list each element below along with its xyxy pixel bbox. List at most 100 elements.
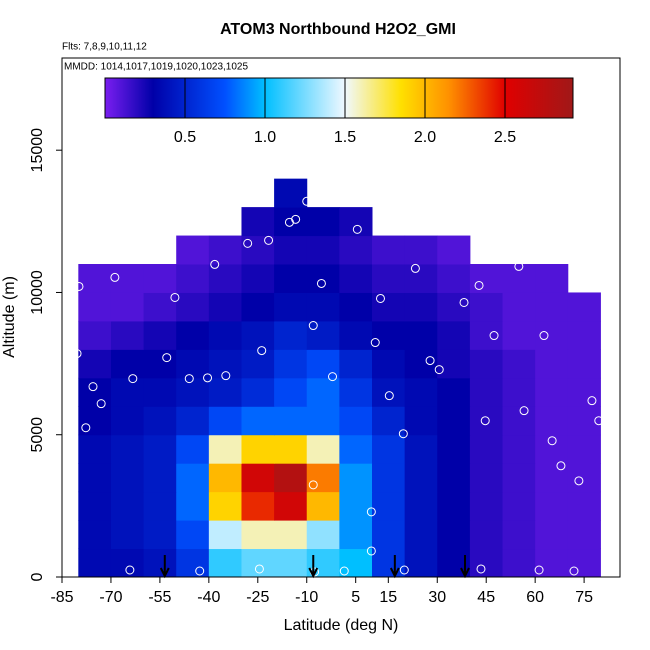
heat-cell	[78, 548, 112, 578]
heat-cell	[404, 292, 438, 322]
observation-point	[81, 423, 91, 433]
observation-point	[210, 259, 220, 269]
chart-title: ATOM3 Northbound H2O2_GMI	[220, 21, 456, 38]
heat-cell	[535, 264, 569, 293]
y-tick-label: 15000	[29, 128, 46, 173]
heat-cell	[143, 320, 177, 350]
heat-cell	[176, 463, 210, 493]
heat-cell	[469, 292, 504, 322]
heat-cell	[502, 406, 536, 436]
heat-cell	[241, 235, 275, 265]
heat-cell	[306, 463, 340, 493]
heat-cell	[110, 377, 145, 407]
observation-point	[328, 372, 338, 382]
heat-cell	[502, 377, 536, 407]
observation-point	[162, 353, 172, 363]
heat-cell	[502, 349, 536, 379]
observation-point	[574, 476, 584, 486]
heat-cell	[567, 320, 601, 350]
observation-point	[384, 391, 394, 401]
heat-cell	[339, 406, 373, 436]
heat-cell	[437, 320, 471, 350]
heat-cell	[502, 292, 536, 322]
colorbar-tick-label: 0.5	[174, 129, 196, 146]
heat-cell	[339, 349, 373, 379]
heat-cell	[208, 377, 242, 407]
observation-point	[170, 292, 180, 302]
observation-point	[110, 272, 120, 282]
observation-point	[457, 223, 467, 233]
heat-cell	[372, 235, 406, 265]
observation-point	[308, 321, 318, 331]
y-tick-label: 0	[29, 572, 46, 581]
heat-cell	[143, 406, 177, 436]
heat-cell	[502, 264, 536, 293]
observation-point	[366, 507, 376, 517]
heat-cell	[78, 377, 112, 407]
heat-cell	[469, 463, 504, 493]
heat-cell	[437, 434, 471, 464]
heat-cell	[502, 520, 536, 550]
observation-point	[308, 480, 318, 490]
x-tick-label: -70	[99, 589, 122, 606]
observation-point	[243, 238, 253, 248]
heat-cell	[110, 292, 145, 322]
heat-cell	[372, 349, 406, 379]
observation-point	[370, 338, 380, 348]
x-axis-label: Latitude (deg N)	[284, 617, 399, 634]
heat-cell	[241, 349, 275, 379]
heat-cell	[339, 320, 373, 350]
heat-cell	[176, 235, 210, 265]
heat-cell	[110, 434, 145, 464]
heat-cell	[241, 292, 275, 322]
subtitle: Flts: 7,8,9,10,11,12	[62, 42, 147, 53]
heat-cell	[372, 320, 406, 350]
heat-cell	[339, 235, 373, 265]
x-tick-label: 45	[477, 589, 495, 606]
heat-cell	[241, 520, 275, 550]
heat-cell	[78, 520, 112, 550]
flight-arrow	[308, 555, 319, 579]
colorbar-tick-label: 1.0	[254, 129, 276, 146]
heat-cell	[274, 320, 308, 350]
heat-cell	[176, 520, 210, 550]
heat-cell	[372, 406, 406, 436]
heat-cell	[404, 264, 438, 293]
heat-cell	[339, 377, 373, 407]
heat-cell	[78, 320, 112, 350]
heat-cell	[274, 463, 308, 493]
observation-point	[195, 566, 205, 576]
heat-cell	[208, 548, 242, 578]
heat-cell	[274, 377, 308, 407]
heat-cell	[176, 548, 210, 578]
heat-cell	[143, 491, 177, 521]
observation-point	[509, 235, 519, 245]
heat-cell	[274, 520, 308, 550]
heat-cell	[110, 491, 145, 521]
heat-cell	[274, 264, 308, 293]
x-tick-label: 5	[351, 589, 360, 606]
heat-cell	[274, 292, 308, 322]
colorbar-tick-label: 2.0	[414, 129, 436, 146]
heat-cell	[372, 491, 406, 521]
heat-cell	[78, 434, 112, 464]
observation-point	[96, 399, 106, 409]
heat-cell	[176, 349, 210, 379]
observation-point	[434, 365, 444, 375]
heat-cell	[567, 292, 601, 322]
heat-cell	[241, 434, 275, 464]
heat-cell	[241, 377, 275, 407]
observation-point	[316, 278, 326, 288]
heat-cell	[306, 235, 340, 265]
x-tick-label: -55	[148, 589, 171, 606]
heat-cell	[274, 434, 308, 464]
x-tick-label: -85	[50, 589, 73, 606]
heat-cell	[339, 207, 373, 237]
flight-arrow	[460, 555, 470, 579]
heat-cell	[437, 377, 471, 407]
observation-point	[519, 406, 529, 416]
heat-cell	[469, 320, 504, 350]
heat-cell	[241, 207, 275, 237]
heat-cell	[404, 491, 438, 521]
